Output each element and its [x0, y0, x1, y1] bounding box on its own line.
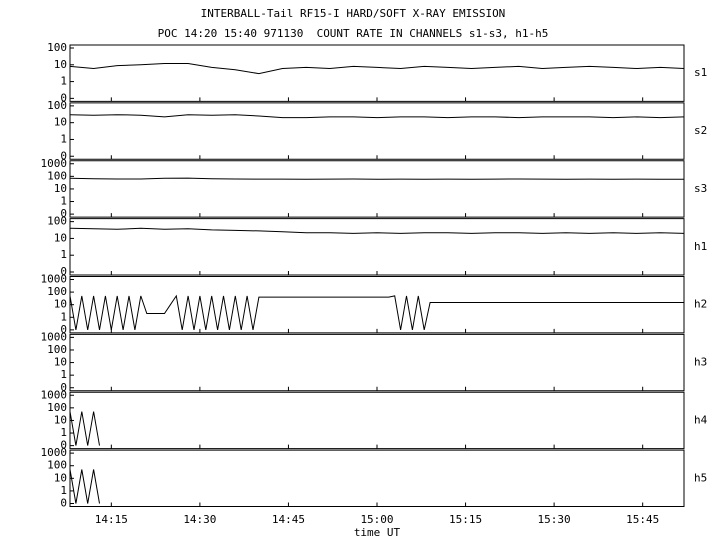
y-tick-label: 100: [47, 215, 67, 228]
y-tick-label: 0: [60, 207, 67, 220]
panel-frame: [69, 449, 685, 507]
y-tick-label: 10: [54, 58, 67, 71]
x-tick-label: 15:00: [360, 513, 393, 526]
series-label: h5: [694, 471, 707, 484]
y-tick-label: 10: [54, 116, 67, 129]
y-tick-label: 1: [60, 484, 67, 497]
y-tick-label: 10: [54, 182, 67, 195]
series-line: [69, 177, 684, 180]
series-line: [69, 63, 685, 75]
y-tick-label: 1: [60, 368, 67, 381]
panel-frame: [69, 391, 685, 450]
x-tick-label: 14:30: [183, 513, 216, 526]
x-tick-label: 15:45: [626, 513, 659, 526]
series-label: h2: [694, 298, 707, 311]
y-tick-label: 1000: [41, 388, 68, 401]
y-tick-label: 100: [47, 459, 67, 472]
series-line: [69, 294, 684, 331]
y-tick-label: 1: [60, 426, 67, 439]
y-tick-label: 1: [60, 195, 67, 208]
y-tick-label: 10: [54, 356, 67, 369]
y-tick-label: 100: [47, 401, 67, 414]
y-tick-label: 100: [47, 285, 67, 298]
y-tick-label: 0: [60, 439, 67, 452]
chart-subtitle: POC 14:20 15:40 971130 COUNT RATE IN CHA…: [158, 27, 549, 40]
y-tick-label: 0: [60, 149, 67, 162]
y-tick-label: 1: [60, 75, 67, 88]
y-tick-label: 0: [60, 497, 67, 510]
y-tick-label: 100: [47, 343, 67, 356]
series-label: h4: [694, 413, 708, 426]
y-tick-label: 0: [60, 265, 67, 278]
y-tick-label: 10: [54, 231, 67, 244]
panel-frame: [69, 102, 685, 160]
x-tick-label: 14:15: [95, 513, 128, 526]
y-tick-label: 1000: [41, 157, 68, 170]
x-tick-label: 15:15: [449, 513, 482, 526]
x-tick-label: 15:30: [538, 513, 571, 526]
y-tick-label: 100: [47, 41, 67, 54]
series-label: s1: [694, 66, 707, 79]
series-line: [69, 411, 100, 446]
y-tick-label: 1000: [41, 330, 68, 343]
y-tick-label: 1: [60, 132, 67, 145]
y-tick-label: 10: [54, 298, 67, 311]
panel-frame: [69, 276, 685, 334]
y-tick-label: 10: [54, 413, 67, 426]
series-line: [69, 469, 100, 504]
x-tick-label: 14:45: [272, 513, 305, 526]
y-tick-label: 1: [60, 310, 67, 323]
panel-frame: [69, 44, 685, 102]
series-line: [69, 227, 685, 234]
series-label: s3: [694, 182, 707, 195]
y-tick-label: 10: [54, 471, 67, 484]
y-tick-label: 100: [47, 169, 67, 182]
series-label: s2: [694, 124, 707, 137]
series-label: h1: [694, 240, 707, 253]
panel-frame: [69, 333, 685, 392]
y-tick-label: 0: [60, 381, 67, 394]
y-tick-label: 1000: [41, 273, 68, 286]
series-line: [69, 114, 685, 119]
y-tick-label: 1000: [41, 446, 68, 459]
y-tick-label: 1: [60, 248, 67, 261]
x-axis-label: time UT: [354, 526, 401, 539]
panel-frame: [69, 218, 685, 276]
chart-title: INTERBALL-Tail RF15-I HARD/SOFT X-RAY EM…: [201, 7, 506, 20]
y-tick-label: 0: [60, 91, 67, 104]
y-tick-label: 100: [47, 99, 67, 112]
series-label: h3: [694, 356, 707, 369]
panel-frame: [69, 160, 685, 218]
y-tick-label: 0: [60, 323, 67, 336]
